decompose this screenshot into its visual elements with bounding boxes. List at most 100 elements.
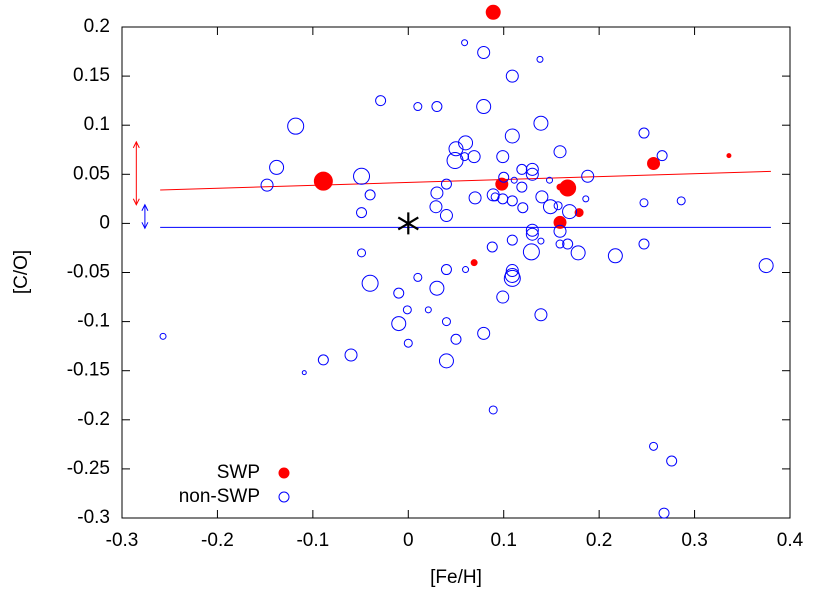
- data-point: [450, 333, 462, 345]
- data-point: [159, 332, 167, 340]
- data-point: [364, 189, 376, 201]
- y-tick-label: 0: [99, 212, 110, 233]
- data-point: [535, 190, 549, 204]
- data-point: [647, 156, 661, 170]
- legend-label: non-SWP: [179, 486, 260, 507]
- data-point: [361, 274, 379, 292]
- data-point: [485, 4, 501, 20]
- data-point: [498, 171, 510, 183]
- data-point: [504, 128, 520, 144]
- x-tick-label: -0.1: [296, 530, 329, 551]
- y-tick-label: -0.05: [67, 262, 110, 283]
- y-tick-label: -0.25: [67, 458, 110, 479]
- data-point: [301, 370, 307, 376]
- data-point: [424, 306, 432, 314]
- y-tick-label: -0.1: [77, 311, 110, 332]
- data-point: [486, 241, 498, 253]
- y-tick-label: 0.15: [73, 65, 110, 86]
- data-point: [638, 238, 650, 250]
- data-point: [649, 441, 659, 451]
- y-tick-label: -0.15: [67, 360, 110, 381]
- data-point: [461, 39, 469, 47]
- data-point: [496, 150, 510, 164]
- data-point: [506, 234, 518, 246]
- data-point: [574, 208, 584, 218]
- data-point: [555, 239, 565, 249]
- data-point: [525, 167, 539, 181]
- error-arrow-head: [132, 140, 140, 206]
- data-point: [658, 507, 670, 519]
- data-point: [440, 178, 452, 190]
- data-point: [553, 145, 567, 159]
- data-point: [356, 207, 368, 219]
- data-point: [536, 55, 544, 63]
- data-point: [517, 202, 529, 214]
- data-point: [430, 186, 444, 200]
- data-point: [581, 169, 595, 183]
- data-point: [413, 102, 423, 112]
- data-point: [562, 238, 574, 250]
- data-point: [525, 227, 539, 241]
- data-point: [553, 201, 563, 211]
- y-tick-label: -0.2: [77, 409, 110, 430]
- x-tick-label: 0: [403, 530, 414, 551]
- data-point: [505, 264, 519, 278]
- data-point: [542, 199, 558, 215]
- data-point: [260, 178, 274, 192]
- data-point: [525, 223, 539, 237]
- data-point: [458, 135, 474, 151]
- data-point: [525, 162, 539, 176]
- data-point: [522, 243, 540, 261]
- data-point: [440, 264, 452, 276]
- data-point: [582, 195, 590, 203]
- data-point: [505, 69, 519, 83]
- data-point: [562, 204, 578, 220]
- data-point: [393, 287, 405, 299]
- data-point: [402, 305, 412, 315]
- x-tick-label: 0.1: [491, 530, 517, 551]
- data-point: [460, 152, 470, 162]
- data-point: [570, 245, 586, 261]
- data-point: [467, 150, 481, 164]
- x-tick-label: 0.4: [777, 530, 804, 551]
- data-point: [638, 127, 650, 139]
- data-point: [639, 198, 649, 208]
- data-point: [441, 317, 451, 327]
- data-point: [448, 141, 464, 157]
- data-point: [516, 181, 528, 193]
- data-point: [476, 99, 492, 115]
- data-point: [470, 259, 478, 267]
- data-point: [656, 150, 668, 162]
- data-point: [537, 237, 545, 245]
- data-point: [403, 338, 413, 348]
- data-point: [553, 215, 567, 229]
- data-point: [533, 115, 549, 131]
- data-point: [726, 153, 732, 159]
- y-tick-label: 0.05: [73, 163, 110, 184]
- data-point: [439, 209, 453, 223]
- x-tick-label: 0.2: [586, 530, 612, 551]
- legend-label: SWP: [217, 462, 260, 483]
- data-point: [503, 269, 521, 287]
- y-axis-title: [C/O]: [11, 250, 32, 294]
- x-tick-label: -0.2: [201, 530, 234, 551]
- data-point: [477, 46, 491, 60]
- data-point: [446, 152, 464, 170]
- y-tick-label: 0.2: [84, 16, 110, 37]
- data-point: [506, 195, 518, 207]
- data-point: [353, 167, 371, 185]
- data-point: [413, 272, 423, 282]
- legend-marker: [278, 491, 290, 503]
- data-point: [553, 224, 567, 238]
- data-point: [462, 266, 470, 274]
- data-point: [607, 248, 623, 264]
- data-point: [344, 348, 358, 362]
- data-point: [546, 176, 554, 184]
- data-point: [556, 183, 564, 191]
- sun-marker: [397, 212, 419, 235]
- fit-line: [160, 170, 771, 191]
- data-point: [375, 95, 387, 107]
- data-point: [269, 159, 285, 175]
